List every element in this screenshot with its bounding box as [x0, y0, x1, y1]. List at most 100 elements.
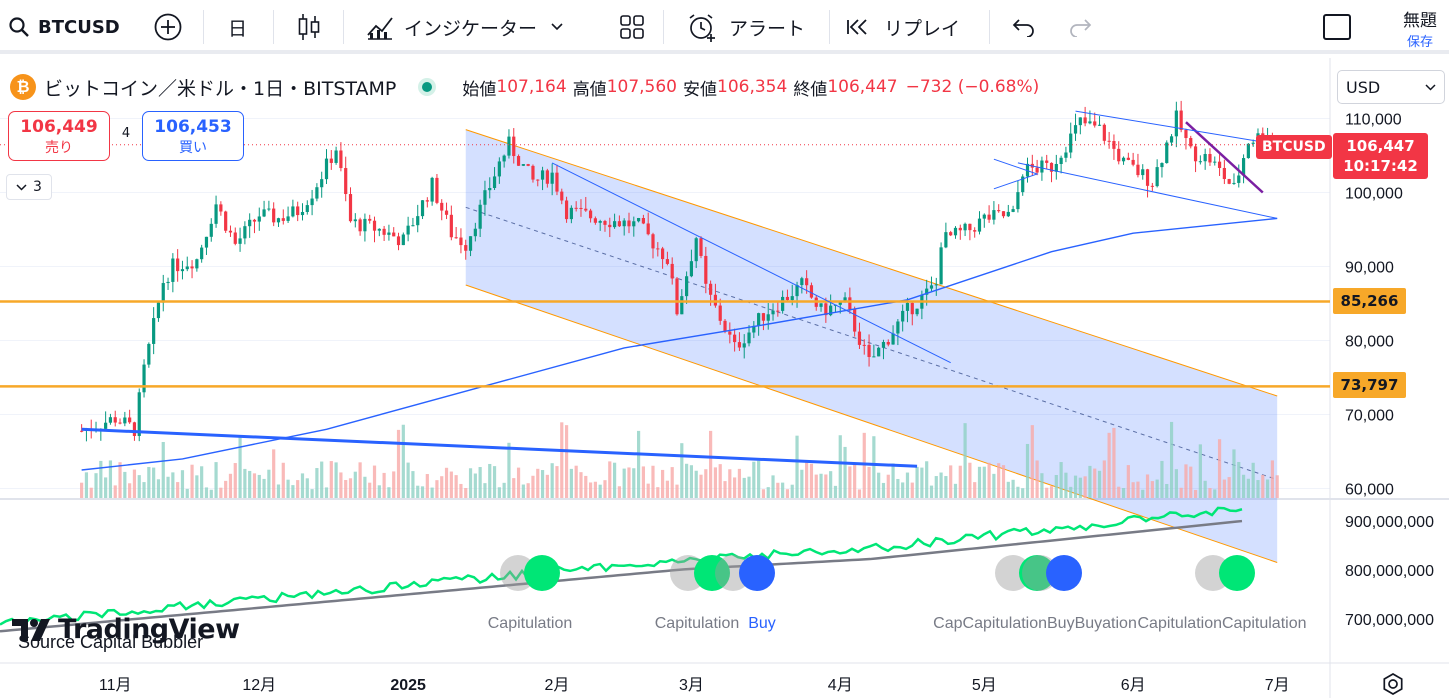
currency-select[interactable]: USD: [1337, 70, 1445, 104]
volume-bar: [857, 489, 862, 498]
candle: [425, 200, 429, 202]
candle: [877, 347, 881, 357]
volume-bar: [1145, 474, 1150, 498]
open-value: 107,164: [496, 77, 567, 97]
volume-bar: [281, 462, 285, 498]
add-symbol-icon: [154, 13, 182, 41]
candle: [641, 218, 645, 224]
undo-button[interactable]: [1012, 0, 1036, 54]
volume-bar: [733, 477, 737, 498]
candle: [588, 210, 593, 219]
candle: [1169, 136, 1174, 143]
chart-type-button[interactable]: [297, 0, 321, 54]
volume-bar: [478, 467, 482, 498]
volume-bar: [1265, 479, 1270, 498]
symbol-name: BTCUSD: [38, 16, 120, 38]
volume-bar: [195, 475, 199, 498]
volume-bar: [132, 469, 137, 498]
volume-bar: [1093, 468, 1097, 498]
candle: [516, 156, 521, 166]
sell-button[interactable]: 106,449 売り: [8, 111, 110, 161]
candles-icon: [298, 14, 320, 40]
candle: [891, 333, 895, 345]
volume-bar: [915, 466, 919, 498]
candle: [190, 266, 194, 269]
chart-area[interactable]: Capitulation Capitulation Buy CapCapitulati…: [0, 58, 1449, 698]
volume-bar: [1078, 477, 1082, 498]
capitulation-signal: [1219, 555, 1255, 591]
volume-bar: [564, 425, 569, 498]
volume-bar: [785, 489, 790, 498]
candle: [492, 176, 497, 189]
candle: [147, 343, 151, 365]
volume-bar: [997, 463, 1001, 498]
indicators-collapse-button[interactable]: 3: [6, 174, 52, 200]
symbol-title[interactable]: ビットコイン／米ドル・1日・BITSTAMP: [44, 77, 397, 100]
candle: [1141, 169, 1145, 176]
level-price-tag[interactable]: 73,797: [1333, 372, 1406, 398]
volume-bar: [829, 471, 833, 498]
candle: [372, 220, 377, 231]
candle: [733, 334, 737, 343]
price-chart[interactable]: Capitulation Capitulation Buy CapCapitulati…: [0, 58, 1449, 698]
volume-bar: [1227, 477, 1231, 498]
volume-bar: [435, 480, 439, 498]
buy-button[interactable]: 106,453 買い: [142, 111, 244, 161]
volume-bar: [877, 472, 881, 498]
settings-icon[interactable]: [1381, 672, 1405, 696]
volume-bar: [1241, 474, 1246, 498]
candle: [1232, 182, 1236, 184]
tradingview-logo[interactable]: TradingView: [12, 614, 240, 645]
candle: [1088, 121, 1092, 124]
indicator-axis-label: 700,000,000: [1345, 612, 1434, 629]
candle: [617, 221, 621, 227]
candle: [440, 202, 444, 211]
volume-bar: [353, 471, 357, 498]
volume-bar: [257, 474, 261, 498]
candle: [718, 305, 722, 321]
candle: [1107, 140, 1111, 142]
candle: [449, 214, 453, 238]
candle: [1160, 163, 1164, 168]
candle: [598, 221, 602, 223]
redo-button[interactable]: [1068, 0, 1092, 54]
candle: [185, 266, 189, 270]
volume-bar: [742, 477, 746, 498]
volume-bar: [468, 468, 473, 498]
volume-bar: [776, 482, 780, 498]
save-button[interactable]: 無題 保存: [1403, 6, 1437, 50]
volume-bar: [348, 478, 353, 498]
candle: [118, 422, 122, 424]
candle: [934, 284, 938, 286]
volume-bar: [1256, 480, 1260, 498]
interval-button[interactable]: 日: [228, 0, 247, 54]
replay-button[interactable]: リプレイ: [846, 0, 960, 54]
volume-bar: [588, 482, 593, 498]
wedge-upper-line: [1075, 110, 1278, 145]
volume-bar: [108, 460, 113, 498]
volume-bar: [1169, 421, 1174, 498]
volume-bar: [377, 485, 381, 498]
volume-bar: [925, 461, 929, 498]
candle: [368, 218, 372, 221]
volume-bar: [608, 461, 612, 498]
layouts-button[interactable]: [619, 0, 645, 54]
candle: [886, 341, 890, 345]
triangle-pattern: [993, 158, 1039, 190]
indicators-button[interactable]: インジケーター: [366, 0, 563, 54]
volume-bar: [886, 474, 890, 498]
volume-bar: [833, 485, 838, 498]
symbol-search[interactable]: BTCUSD: [8, 0, 120, 54]
fullscreen-icon[interactable]: [1323, 14, 1351, 40]
candle: [214, 204, 218, 224]
volume-bar: [392, 471, 396, 498]
add-symbol-button[interactable]: [153, 0, 183, 54]
volume-bar: [680, 443, 684, 498]
volume-bar: [449, 471, 453, 498]
volume-bar: [492, 466, 497, 498]
volume-bar: [334, 462, 338, 498]
alert-button[interactable]: アラート: [687, 0, 805, 54]
candle: [483, 190, 487, 205]
volume-bar: [204, 487, 209, 498]
level-price-tag[interactable]: 85,266: [1333, 288, 1406, 314]
